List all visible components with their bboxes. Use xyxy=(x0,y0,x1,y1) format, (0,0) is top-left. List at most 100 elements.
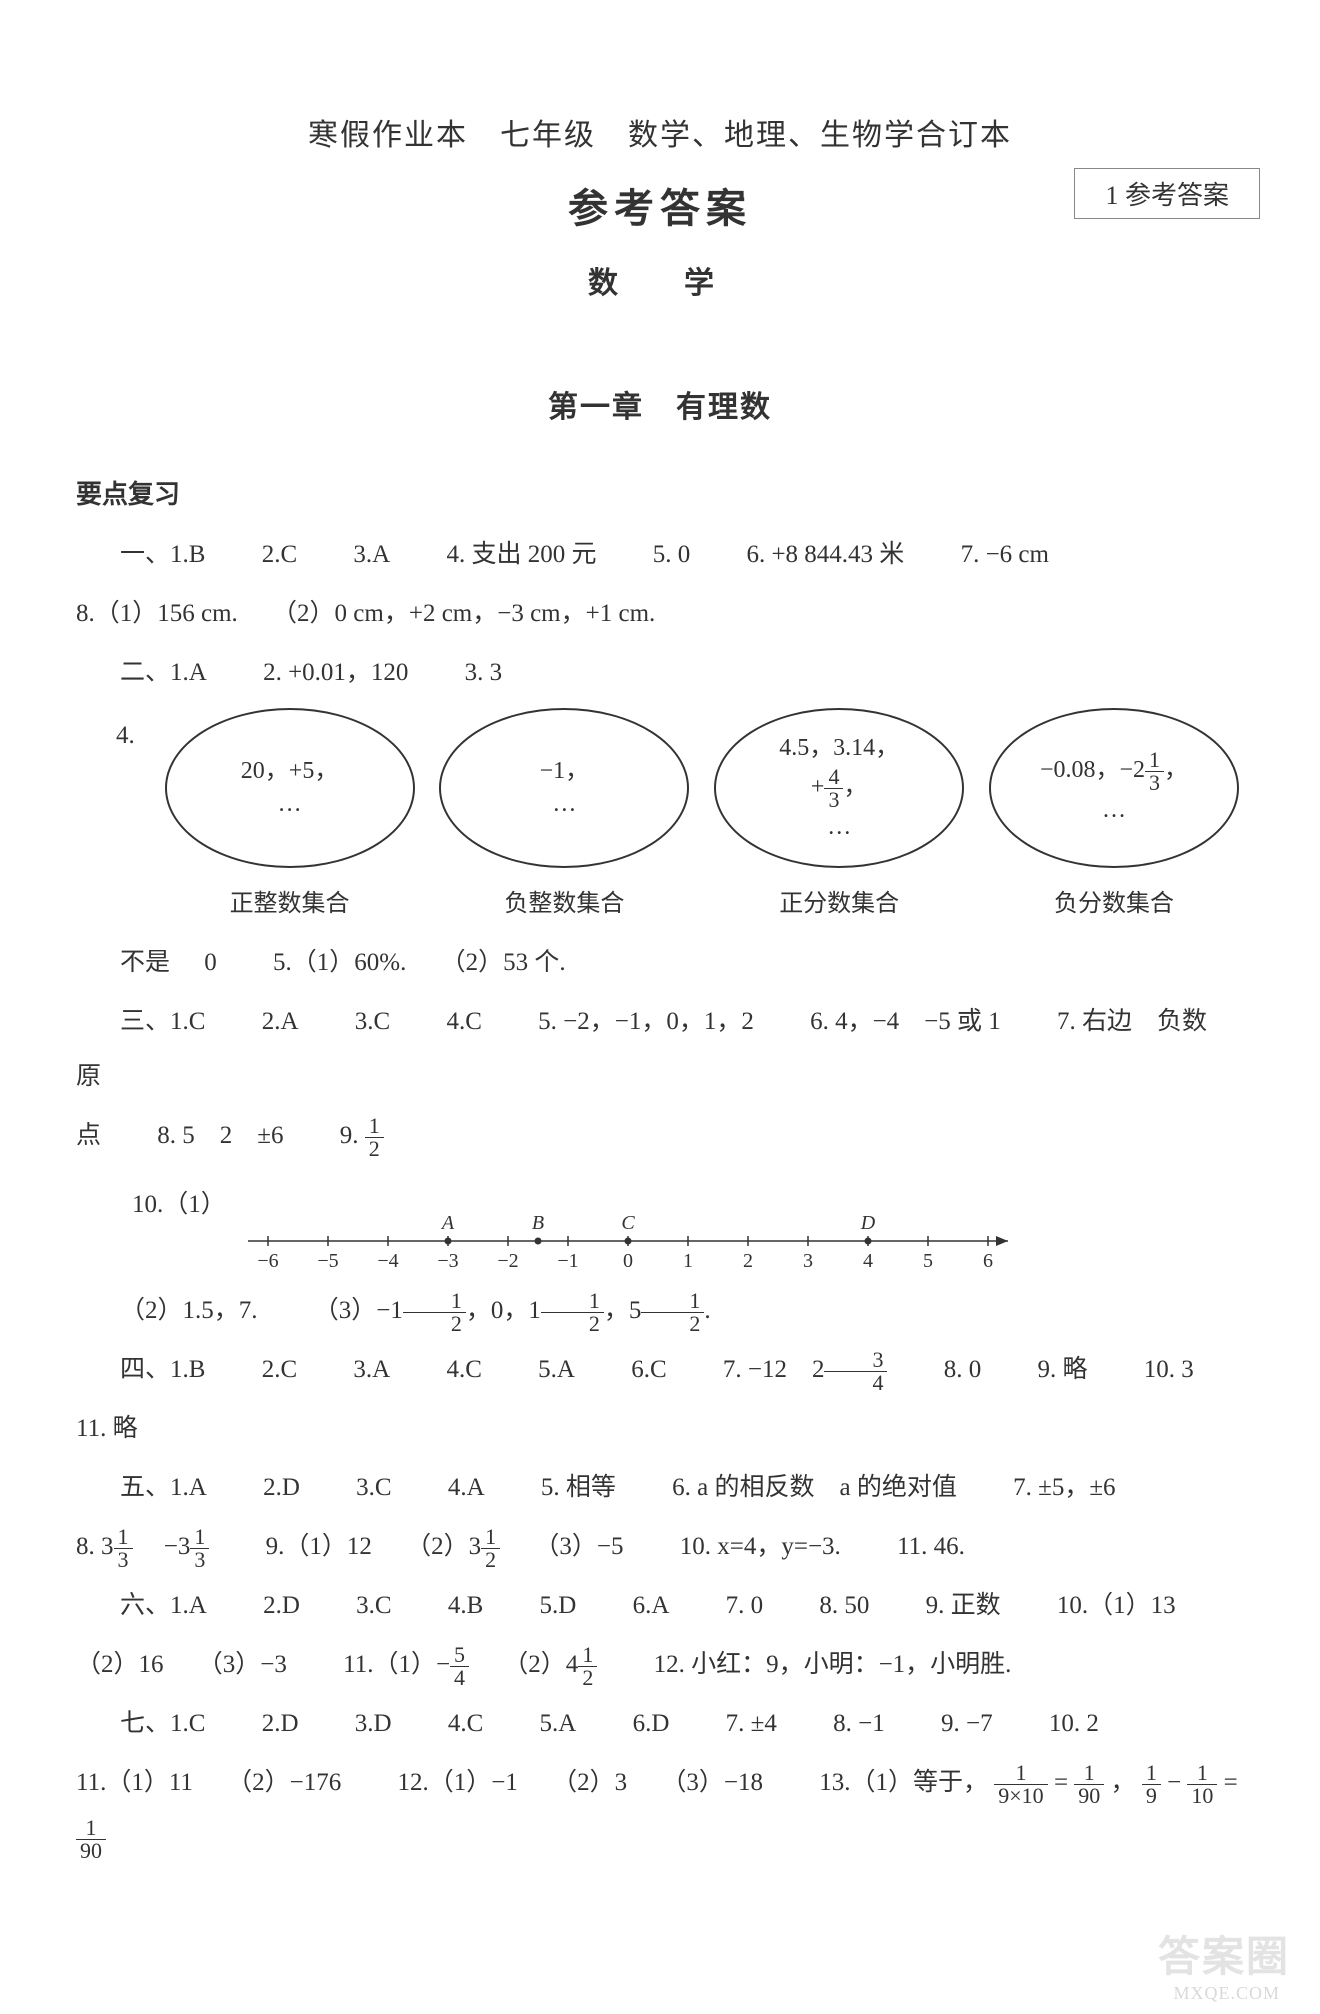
sec5-l2f: 10. x=4，y=−3. xyxy=(680,1533,841,1560)
sec5-i6: 6. a 的相反数 a 的绝对值 xyxy=(672,1474,957,1501)
oval-2-l0: 4.5，3.14， xyxy=(779,732,899,766)
sec1-i2: 2.C xyxy=(262,541,297,568)
q10-lead: 10.（1） xyxy=(132,1177,226,1232)
sec4-i7: 7. −12 234 xyxy=(723,1356,888,1383)
numberline-wrap: 10.（1） −6−5−4−3−2−10123456ABCD xyxy=(76,1177,1244,1277)
oval-2-l2: … xyxy=(827,811,851,845)
sec3-i2: 2.A xyxy=(262,1008,299,1035)
sec1-i4: 4. 支出 200 元 xyxy=(446,541,596,568)
sec6-line2: （2）16 （3）−3 11.（1）−54 （2）412 12. 小红：9，小明… xyxy=(76,1637,1244,1692)
sec5-lead: 五、1.A xyxy=(120,1474,207,1501)
sec7-i6: 6.D xyxy=(633,1710,670,1737)
sec5-i5: 5. 相等 xyxy=(541,1474,616,1501)
sec4-i2: 2.C xyxy=(262,1356,297,1383)
sec7-l2e: （3）−18 xyxy=(661,1769,763,1796)
oval-block-2: 4.5，3.14， +43， … 正分数集合 xyxy=(709,708,969,931)
sec7-l2d: （2）3 xyxy=(552,1769,627,1796)
svg-text:A: A xyxy=(440,1212,455,1234)
svg-text:−5: −5 xyxy=(317,1250,338,1272)
sec6-i9: 9. 正数 xyxy=(926,1592,1001,1619)
svg-text:−4: −4 xyxy=(377,1250,398,1272)
numberline-svg: −6−5−4−3−2−10123456ABCD xyxy=(238,1199,1018,1277)
sec4-line2: 11. 略 xyxy=(76,1401,1244,1456)
watermark-sub: MXQE.COM xyxy=(1173,1983,1280,2004)
sec5-line1: 五、1.A 2.D 3.C 4.A 5. 相等 6. a 的相反数 a 的绝对值… xyxy=(76,1460,1244,1515)
sec1-line2: 8.（1）156 cm. （2）0 cm，+2 cm，−3 cm，+1 cm. xyxy=(76,586,1244,641)
sec1-i8a: 8.（1）156 cm. xyxy=(76,600,238,627)
oval-1-l0: −1， xyxy=(540,755,590,789)
sec3-l2c-frac: 12 xyxy=(365,1115,384,1160)
sec5-i7: 7. ±5，±6 xyxy=(1013,1474,1115,1501)
sec6-i8: 8. 50 xyxy=(819,1592,869,1619)
sec2-i3: 3. 3 xyxy=(465,659,503,686)
sec7-i10: 10. 2 xyxy=(1049,1710,1099,1737)
sec5-l2b: −313 xyxy=(139,1533,210,1560)
sec3-lead: 三、1.C xyxy=(120,1008,205,1035)
oval-3-label: 负分数集合 xyxy=(984,878,1244,931)
svg-text:5: 5 xyxy=(923,1250,933,1272)
sec5-i3: 3.C xyxy=(356,1474,391,1501)
sec3-l2a: 点 xyxy=(76,1122,101,1149)
sec7-l2a: 11.（1）11 xyxy=(76,1769,193,1796)
svg-text:0: 0 xyxy=(623,1250,633,1272)
sec7-l2c: 12.（1）−1 xyxy=(398,1769,518,1796)
svg-text:3: 3 xyxy=(803,1250,813,1272)
oval-block-1: −1， … 负整数集合 xyxy=(434,708,694,931)
oval-0: 20，+5， … xyxy=(165,708,415,868)
sec7-i3: 3.D xyxy=(355,1710,392,1737)
q4-lead: 4. xyxy=(116,708,135,763)
sec5-l2e: （3）−5 xyxy=(534,1533,623,1560)
sec1-lead: 一、1.B xyxy=(120,541,205,568)
sec5-line2: 8. 313 −313 9.（1）12 （2）312 （3）−5 10. x=4… xyxy=(76,1519,1244,1574)
sec6-l2c: 11.（1）−54 xyxy=(343,1651,469,1678)
sec6-i4: 4.B xyxy=(448,1592,483,1619)
sec2-after: 不是 0 5.（1）60%. （2）53 个. xyxy=(76,935,1244,990)
sec6-i7: 7. 0 xyxy=(726,1592,764,1619)
sec1-i5: 5. 0 xyxy=(653,541,691,568)
sec2-after-a: 不是 xyxy=(120,949,170,976)
sec2-lead: 二、1.A xyxy=(120,659,207,686)
svg-text:2: 2 xyxy=(743,1250,753,1272)
book-title-line: 寒假作业本 七年级 数学、地理、生物学合订本 xyxy=(0,110,1320,154)
svg-text:1: 1 xyxy=(683,1250,693,1272)
sec3-l2b: 8. 5 2 ±6 xyxy=(157,1122,283,1149)
sec2-after-d: （2）53 个. xyxy=(441,949,566,976)
oval-0-l0: 20，+5， xyxy=(241,755,339,789)
sec6-lead: 六、1.A xyxy=(120,1592,207,1619)
sec7-i9: 9. −7 xyxy=(941,1710,993,1737)
sec7-i8: 8. −1 xyxy=(833,1710,885,1737)
svg-text:C: C xyxy=(621,1212,635,1234)
section-review-label: 要点复习 xyxy=(76,466,1244,523)
svg-text:D: D xyxy=(860,1212,876,1234)
oval-2-l1: +43， xyxy=(811,766,868,811)
sec4-i3: 3.A xyxy=(353,1356,390,1383)
sec3-q10-2-3: （2）1.5，7. （3）−112，0，112，512. xyxy=(76,1283,1244,1338)
sec2-i2: 2. +0.01，120 xyxy=(263,659,408,686)
sec7-l2b: （2）−176 xyxy=(227,1769,341,1796)
sec5-l2a: 8. 313 xyxy=(76,1533,133,1560)
svg-text:−2: −2 xyxy=(497,1250,518,1272)
oval-0-label: 正整数集合 xyxy=(160,878,420,931)
sec4-i9: 9. 略 xyxy=(1037,1356,1087,1383)
sec3-i6: 6. 4，−4 −5 或 1 xyxy=(810,1008,1001,1035)
sec7-i4: 4.C xyxy=(448,1710,483,1737)
sec5-i4: 4.A xyxy=(448,1474,485,1501)
sec7-lead: 七、1.C xyxy=(120,1710,205,1737)
sec6-i10: 10.（1）13 xyxy=(1057,1592,1176,1619)
svg-text:4: 4 xyxy=(863,1250,873,1272)
sec6-i2: 2.D xyxy=(263,1592,300,1619)
sec6-i3: 3.C xyxy=(356,1592,391,1619)
sec7-i5: 5.A xyxy=(540,1710,577,1737)
oval-3-l0: −0.08，−213， xyxy=(1040,749,1188,794)
oval-1-label: 负整数集合 xyxy=(434,878,694,931)
sec1-i7: 7. −6 cm xyxy=(961,541,1049,568)
svg-text:6: 6 xyxy=(983,1250,993,1272)
sec6-l2d: （2）412 xyxy=(503,1651,597,1678)
sec7-i2: 2.D xyxy=(262,1710,299,1737)
sec6-l2e: 12. 小红：9，小明：−1，小明胜. xyxy=(654,1651,1012,1678)
chapter-title: 第一章 有理数 xyxy=(0,382,1320,426)
content-body: 要点复习 一、1.B 2.C 3.A 4. 支出 200 元 5. 0 6. +… xyxy=(0,466,1320,1865)
sec1-line1: 一、1.B 2.C 3.A 4. 支出 200 元 5. 0 6. +8 844… xyxy=(76,527,1244,582)
sec3-i3: 3.C xyxy=(355,1008,390,1035)
sec4-lead: 四、1.B xyxy=(120,1356,205,1383)
